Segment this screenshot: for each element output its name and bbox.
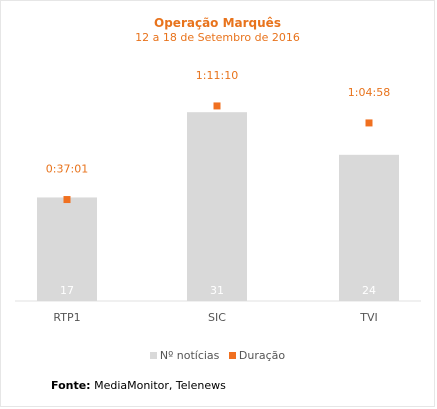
source-text: MediaMonitor, Telenews [94, 379, 226, 392]
bar-rtp1 [37, 197, 97, 301]
legend-swatch-duration [228, 352, 236, 359]
x-tick-label: TVI [359, 311, 378, 324]
duration-label: 0:37:01 [46, 163, 88, 176]
legend-swatch-bars [149, 352, 157, 359]
duration-marker [365, 119, 373, 127]
duration-marker [63, 196, 71, 204]
bar-sic [187, 112, 247, 301]
chart-title: Operação Marquês [154, 16, 281, 30]
source-label: Fonte: [51, 379, 91, 392]
legend-label-duration: Duração [238, 349, 286, 362]
bar-value-label: 24 [362, 284, 376, 297]
legend-item-duration: Duração [228, 349, 286, 362]
duration-marker [213, 102, 221, 110]
legend-item-bars: Nº notícias [149, 349, 220, 362]
x-tick-label: SIC [208, 311, 226, 324]
chart-subtitle: 12 a 18 de Setembro de 2016 [135, 31, 300, 44]
legend-label-bars: Nº notícias [159, 349, 220, 362]
duration-label: 1:11:10 [196, 69, 238, 82]
bar-value-label: 17 [60, 284, 74, 297]
x-tick-label: RTP1 [53, 311, 80, 324]
chart-legend: Nº notícias Duração [1, 349, 434, 362]
chart-plot: 17 RTP1 0:37:01 31 SIC 1:11:10 24 TVI 1:04:58 [15, 69, 421, 324]
bar-tvi [339, 154, 399, 301]
duration-label: 1:04:58 [348, 86, 390, 99]
source-note: Fonte: MediaMonitor, Telenews [51, 379, 226, 392]
bar-value-label: 31 [210, 284, 224, 297]
